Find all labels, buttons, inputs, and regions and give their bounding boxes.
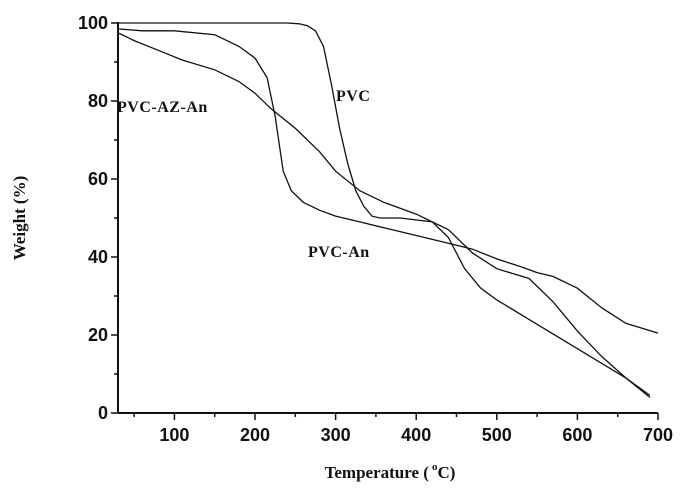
x-axis-title-unit: C) — [437, 463, 455, 482]
y-tick-label: 60 — [88, 169, 108, 189]
series-line-pvc — [118, 22, 651, 398]
series-label-pvc-az-an: PVC-AZ-An — [117, 99, 208, 116]
y-tick-label: 20 — [88, 325, 108, 345]
x-axis-title-degree: o — [432, 461, 438, 473]
curves — [117, 22, 659, 398]
series-label-pvc-an: PVC-An — [308, 244, 370, 261]
ticks — [111, 22, 659, 420]
x-tick-label: 300 — [321, 425, 351, 445]
y-tick-label: 0 — [98, 403, 108, 423]
x-tick-label: 400 — [401, 425, 431, 445]
x-tick-label: 600 — [562, 425, 592, 445]
series-labels: PVC PVC-AZ-An PVC-An — [117, 88, 370, 261]
y-axis-title-text: Weight (%) — [10, 176, 29, 261]
y-tick-label: 40 — [88, 247, 108, 267]
x-tick-label: 100 — [159, 425, 189, 445]
x-axis-title-main: Temperature ( — [325, 463, 430, 482]
x-axis-title: Temperature (oC) — [325, 461, 456, 482]
y-axis-title: Weight (%) — [10, 176, 29, 261]
y-tick-label: 80 — [88, 91, 108, 111]
tick-labels: 100 200 300 400 500 600 700 0 20 40 60 80 100 — [78, 13, 673, 445]
series-line-pvc-az-an — [117, 28, 659, 334]
series-label-pvc: PVC — [336, 88, 370, 105]
x-tick-label: 700 — [643, 425, 673, 445]
y-tick-label: 100 — [78, 13, 108, 33]
x-tick-label: 500 — [482, 425, 512, 445]
x-tick-label: 200 — [240, 425, 270, 445]
series-line-pvc-an — [117, 32, 651, 396]
x-axis-title-text: Temperature (oC) — [325, 461, 456, 482]
